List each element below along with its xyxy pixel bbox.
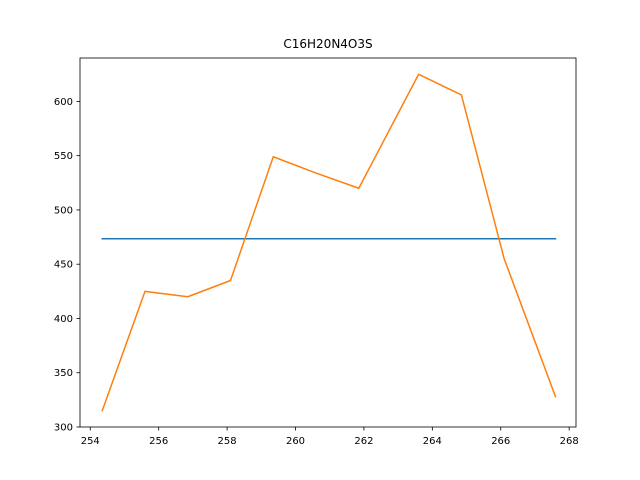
x-tick-label: 256 <box>149 436 168 447</box>
y-tick-label: 300 <box>54 423 73 434</box>
x-tick-label: 260 <box>286 436 305 447</box>
y-tick-label: 350 <box>54 368 73 379</box>
axes-frame <box>79 57 577 428</box>
y-axis: 300 350 400 450 500 550 600 <box>54 97 80 434</box>
x-axis: 254 256 258 260 262 264 266 268 <box>81 427 579 447</box>
plot-area <box>79 57 577 428</box>
series-layer <box>101 73 557 412</box>
series-line-2 <box>101 73 557 412</box>
y-tick-label: 500 <box>54 205 73 216</box>
x-tick-label: 262 <box>354 436 373 447</box>
x-tick-label: 264 <box>423 436 442 447</box>
x-tick-label: 258 <box>218 436 237 447</box>
y-tick-label: 450 <box>54 260 73 271</box>
x-tick-label: 266 <box>491 436 510 447</box>
y-tick-label: 550 <box>54 151 73 162</box>
y-tick-label: 600 <box>54 97 73 108</box>
x-tick-label: 254 <box>81 436 100 447</box>
y-tick-label: 400 <box>54 314 73 325</box>
x-tick-label: 268 <box>560 436 579 447</box>
chart-title: C16H20N4O3S <box>283 37 372 51</box>
